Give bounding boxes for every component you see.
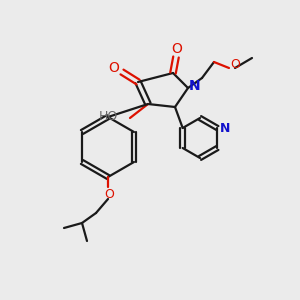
Text: N: N <box>189 79 201 93</box>
Text: O: O <box>230 58 240 71</box>
Text: O: O <box>109 61 119 75</box>
Text: O: O <box>172 42 182 56</box>
Text: O: O <box>104 188 114 200</box>
Text: HO: HO <box>99 110 118 124</box>
Text: N: N <box>220 122 230 134</box>
